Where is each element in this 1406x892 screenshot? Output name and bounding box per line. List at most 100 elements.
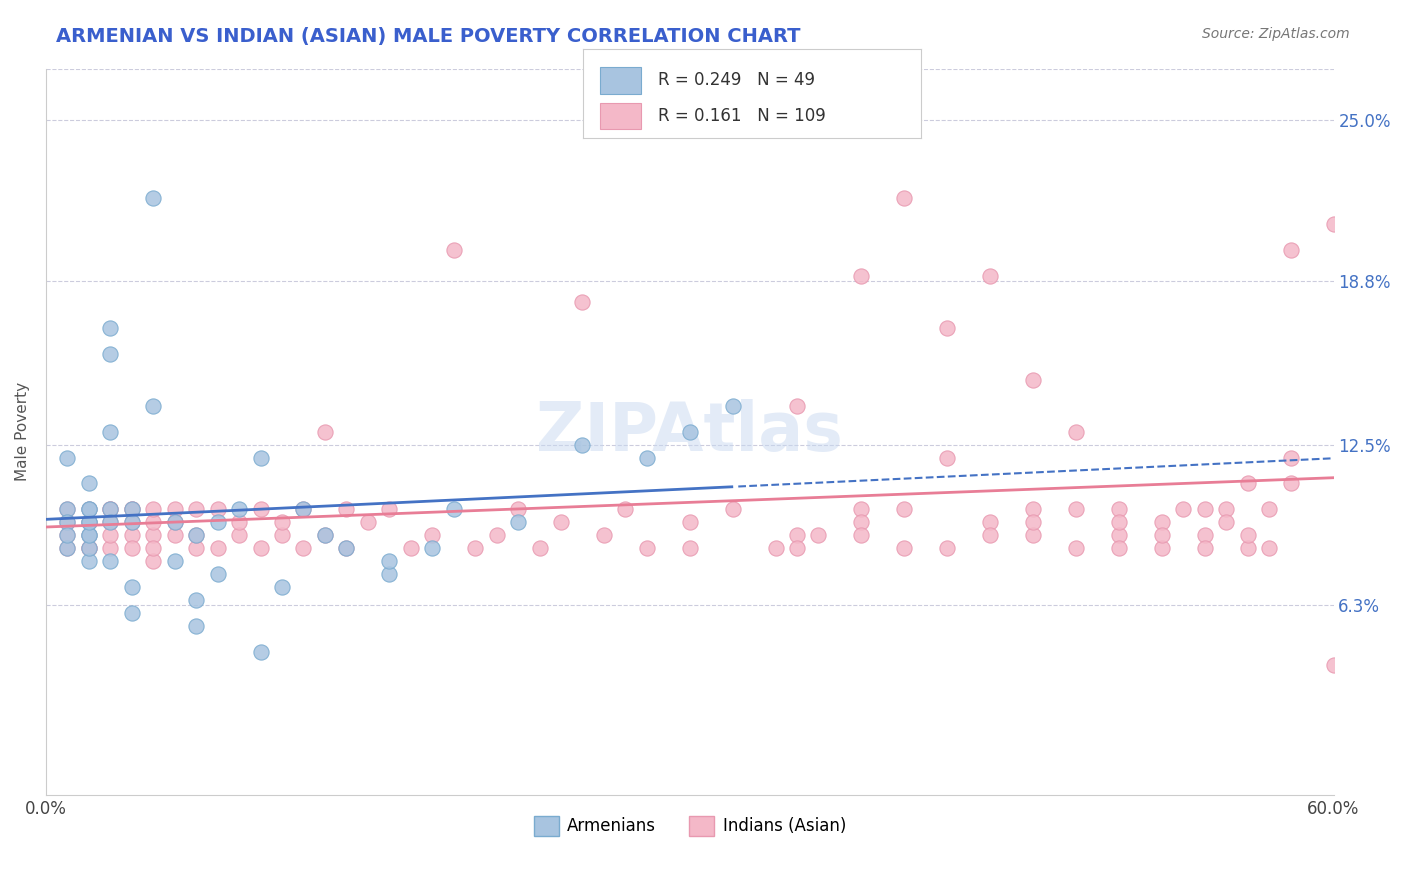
Point xyxy=(1236,528,1258,542)
Point xyxy=(77,502,100,516)
Point xyxy=(56,528,79,542)
Point xyxy=(249,645,271,659)
Point xyxy=(807,528,830,542)
Point xyxy=(786,528,808,542)
Point xyxy=(292,502,315,516)
Point xyxy=(1236,541,1258,556)
Point xyxy=(77,528,100,542)
Point xyxy=(186,593,208,607)
Point xyxy=(679,425,702,439)
Point xyxy=(893,541,915,556)
Point xyxy=(163,516,186,530)
Point xyxy=(936,541,959,556)
FancyBboxPatch shape xyxy=(600,103,641,129)
Point xyxy=(292,502,315,516)
Point xyxy=(121,580,143,594)
Point xyxy=(571,294,593,309)
Point xyxy=(1150,516,1173,530)
Point xyxy=(77,476,100,491)
Point xyxy=(121,502,143,516)
Point xyxy=(335,502,357,516)
Point xyxy=(1322,658,1344,673)
Point xyxy=(1022,373,1045,387)
Point xyxy=(893,191,915,205)
Point xyxy=(1108,528,1130,542)
Point xyxy=(121,606,143,620)
Point xyxy=(485,528,508,542)
Point xyxy=(571,437,593,451)
Point xyxy=(56,541,79,556)
Point xyxy=(98,425,121,439)
Point xyxy=(186,502,208,516)
Point xyxy=(142,399,165,413)
Point xyxy=(357,516,380,530)
Point xyxy=(142,528,165,542)
Point xyxy=(271,528,294,542)
Point xyxy=(378,554,401,568)
Point xyxy=(121,502,143,516)
Point xyxy=(786,541,808,556)
Point xyxy=(1194,528,1216,542)
Point xyxy=(721,502,744,516)
Point xyxy=(121,541,143,556)
Point xyxy=(98,502,121,516)
Point xyxy=(186,619,208,633)
Text: R = 0.249   N = 49: R = 0.249 N = 49 xyxy=(658,71,814,89)
Point xyxy=(506,516,529,530)
Point xyxy=(1279,476,1302,491)
Point xyxy=(56,541,79,556)
Point xyxy=(1258,541,1281,556)
Point xyxy=(56,516,79,530)
Point xyxy=(98,528,121,542)
Point xyxy=(207,516,229,530)
Point xyxy=(77,541,100,556)
Point xyxy=(1064,425,1087,439)
Text: ARMENIAN VS INDIAN (ASIAN) MALE POVERTY CORRELATION CHART: ARMENIAN VS INDIAN (ASIAN) MALE POVERTY … xyxy=(56,27,801,45)
Point xyxy=(593,528,616,542)
Point xyxy=(314,528,336,542)
Point xyxy=(1108,516,1130,530)
Point xyxy=(679,516,702,530)
Point xyxy=(1194,502,1216,516)
Point xyxy=(378,502,401,516)
Point xyxy=(186,528,208,542)
Point xyxy=(121,516,143,530)
Point xyxy=(1064,541,1087,556)
Point xyxy=(142,554,165,568)
Point xyxy=(1279,450,1302,465)
Point xyxy=(550,516,572,530)
Point xyxy=(249,502,271,516)
Point xyxy=(335,541,357,556)
Point xyxy=(1258,502,1281,516)
Point xyxy=(56,450,79,465)
Point xyxy=(679,541,702,556)
Y-axis label: Male Poverty: Male Poverty xyxy=(15,382,30,481)
FancyBboxPatch shape xyxy=(600,67,641,94)
Point xyxy=(1108,541,1130,556)
Point xyxy=(98,502,121,516)
Point xyxy=(292,541,315,556)
Point xyxy=(851,268,873,283)
Point xyxy=(420,541,443,556)
Point xyxy=(249,450,271,465)
Point xyxy=(186,528,208,542)
Point xyxy=(378,567,401,582)
Point xyxy=(506,502,529,516)
Point xyxy=(77,528,100,542)
Point xyxy=(142,502,165,516)
Point xyxy=(1108,502,1130,516)
Point xyxy=(249,541,271,556)
Text: R = 0.161   N = 109: R = 0.161 N = 109 xyxy=(658,107,825,125)
Point xyxy=(121,502,143,516)
Point xyxy=(851,528,873,542)
Point xyxy=(207,567,229,582)
Point xyxy=(98,541,121,556)
Point xyxy=(1022,516,1045,530)
Point xyxy=(1279,243,1302,257)
Point xyxy=(851,502,873,516)
Point xyxy=(207,541,229,556)
Point xyxy=(765,541,787,556)
Point xyxy=(142,191,165,205)
Point xyxy=(1022,528,1045,542)
Point xyxy=(335,541,357,556)
